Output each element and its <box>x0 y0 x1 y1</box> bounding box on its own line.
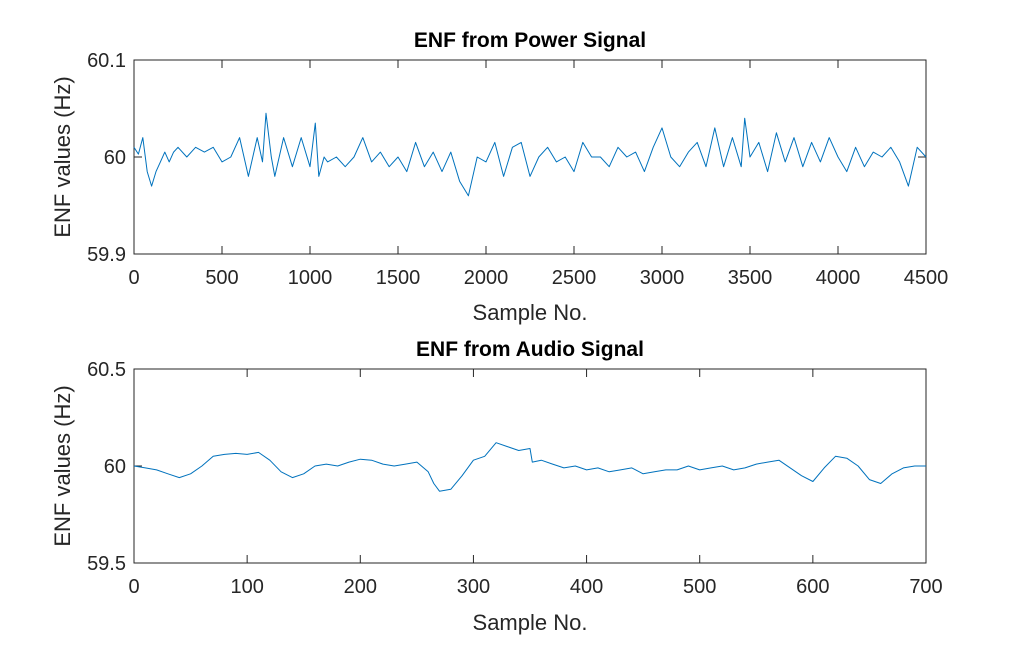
y-tick-label: 59.9 <box>87 244 126 266</box>
y-axis-title: ENF values (Hz) <box>50 76 75 237</box>
x-tick-label: 600 <box>796 576 829 598</box>
x-axis-title: Sample No. <box>473 300 588 325</box>
axes-frame <box>133 368 927 564</box>
x-tick-label: 200 <box>344 576 377 598</box>
y-axis-ticks: 59.9 60 60.1 <box>87 50 926 266</box>
y-tick-label: 60 <box>104 147 126 169</box>
subplot-power: ENF from Power Signal 0 500 1000 1500 2000 25… <box>50 29 948 325</box>
x-tick-label: 300 <box>457 576 490 598</box>
chart-title: ENF from Power Signal <box>414 29 646 52</box>
y-tick-label: 59.5 <box>87 553 126 575</box>
x-tick-label: 400 <box>570 576 603 598</box>
y-tick-label: 60.1 <box>87 50 126 72</box>
x-tick-label: 100 <box>230 576 263 598</box>
x-axis-title: Sample No. <box>473 610 588 635</box>
x-tick-label: 2000 <box>464 267 509 289</box>
x-tick-label: 500 <box>205 267 238 289</box>
x-tick-label: 500 <box>683 576 716 598</box>
y-tick-label: 60.5 <box>87 359 126 381</box>
x-tick-label: 0 <box>128 576 139 598</box>
subplot-audio: ENF from Audio Signal 0 100 200 300 400 500 60… <box>50 338 943 635</box>
y-tick-label: 60 <box>104 456 126 478</box>
axes-frame <box>133 59 927 255</box>
x-tick-label: 3500 <box>728 267 773 289</box>
x-tick-label: 0 <box>128 267 139 289</box>
x-axis-ticks: 0 500 1000 1500 2000 2500 3000 3500 4000 4500 <box>128 60 948 289</box>
x-tick-label: 3000 <box>640 267 685 289</box>
x-tick-label: 2500 <box>552 267 597 289</box>
x-tick-label: 700 <box>909 576 942 598</box>
y-axis-title: ENF values (Hz) <box>50 385 75 546</box>
x-axis-ticks: 0 100 200 300 400 500 600 700 <box>128 369 943 598</box>
x-tick-label: 1500 <box>376 267 421 289</box>
y-axis-ticks: 59.5 60 60.5 <box>87 359 926 575</box>
x-tick-label: 1000 <box>288 267 333 289</box>
series-line <box>133 112 927 197</box>
x-tick-label: 4500 <box>904 267 949 289</box>
chart-title: ENF from Audio Signal <box>416 338 644 361</box>
series-line <box>133 442 926 492</box>
x-tick-label: 4000 <box>816 267 861 289</box>
